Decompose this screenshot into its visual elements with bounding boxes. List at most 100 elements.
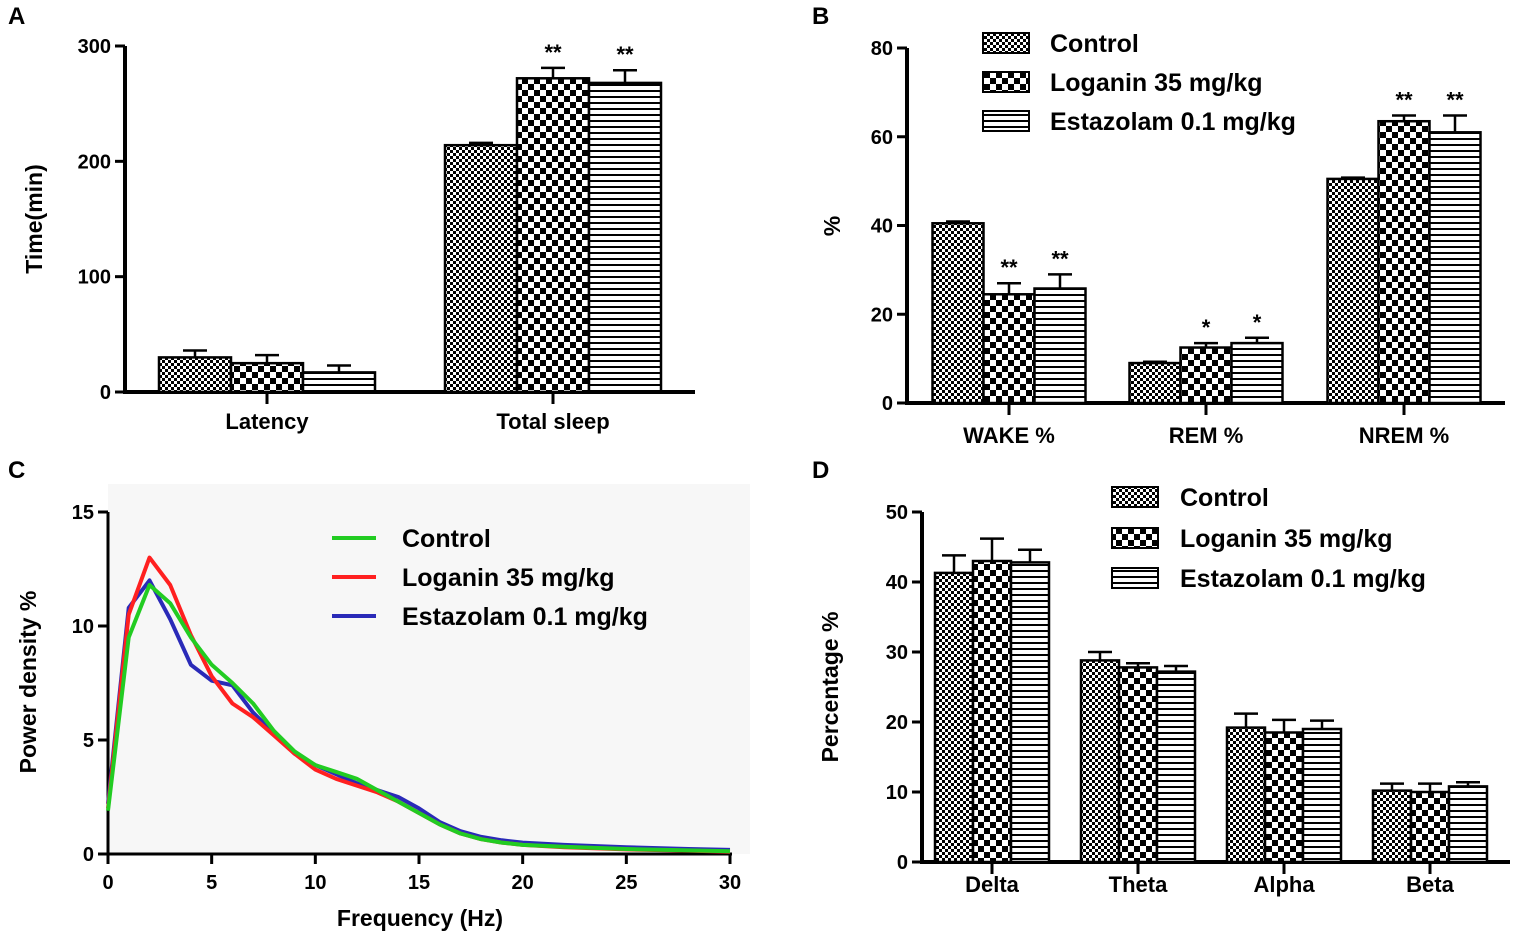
chart-c-xtick-label: 5: [206, 872, 217, 894]
chart-a-bar-control-total-sleep: [443, 143, 519, 394]
chart-a-bar-estazolam-0-1-mg-kg-latency: [301, 371, 377, 394]
chart-b-significance-marker: **: [1446, 87, 1464, 112]
chart-b-legend-label-estazolam: Estazolam 0.1 mg/kg: [1050, 108, 1296, 136]
chart-d-category-label: Theta: [1109, 872, 1168, 897]
chart-d-bar-loganin-35-mg-kg-delta: [971, 559, 1013, 864]
chart-b-bar-control-nrem: [1326, 177, 1380, 405]
chart-c-legend-label-estazolam: Estazolam 0.1 mg/kg: [402, 603, 648, 631]
chart-b-bar-estazolam-0-1-mg-kg-nrem: [1428, 131, 1482, 405]
chart-d-bar-loganin-35-mg-kg-alpha: [1263, 731, 1305, 864]
chart-a-category-label: Latency: [225, 409, 309, 434]
chart-c-xlabel: Frequency (Hz): [337, 905, 503, 931]
chart-c-xtick-label: 15: [408, 872, 430, 894]
chart-d-category-label: Delta: [965, 872, 1020, 897]
chart-d-bar-control-alpha: [1225, 726, 1267, 864]
chart-a-ytick-label: 300: [78, 36, 111, 58]
chart-a-significance-marker: **: [544, 40, 562, 65]
chart-c-ytick-label: 10: [72, 616, 94, 638]
chart-b-legend-swatch-control: [982, 32, 1030, 54]
chart-b-significance-marker: **: [1395, 87, 1413, 112]
chart-b-bar-control-rem: [1128, 361, 1182, 405]
chart-b-significance-marker: **: [1000, 255, 1018, 280]
chart-b-ytick-label: 80: [871, 38, 893, 60]
chart-b-significance-marker: *: [1202, 315, 1211, 340]
chart-b-legend-label-control: Control: [1050, 30, 1139, 58]
chart-d-bar-estazolam-0-1-mg-kg-theta: [1155, 670, 1197, 864]
chart-c-xtick-label: 20: [512, 872, 534, 894]
chart-d-ytick-label: 30: [886, 642, 908, 664]
chart-d-legend-label-estazolam: Estazolam 0.1 mg/kg: [1180, 565, 1426, 593]
chart-b-bar-estazolam-0-1-mg-kg-rem: [1230, 341, 1284, 405]
chart-c-legend-label-control: Control: [402, 525, 491, 553]
chart-d-bar-control-beta: [1371, 789, 1413, 864]
chart-b-ytick-label: 0: [882, 393, 893, 415]
chart-a-ylabel: Time(min): [21, 164, 47, 273]
chart-d-ytick-label: 50: [886, 502, 908, 524]
chart-a-bar-loganin-35-mg-kg-total-sleep: [515, 77, 591, 394]
panel-label-d: D: [812, 457, 829, 484]
chart-d-bar-estazolam-0-1-mg-kg-alpha: [1301, 727, 1343, 864]
chart-d-legend-swatch-control: [1111, 486, 1159, 508]
chart-c-legend-label-loganin: Loganin 35 mg/kg: [402, 564, 615, 592]
chart-a-category-label: Total sleep: [496, 409, 609, 434]
chart-b-significance-marker: *: [1253, 310, 1262, 335]
chart-c-ytick-label: 15: [72, 502, 94, 524]
chart-c-legend: Control Loganin 35 mg/kg Estazolam 0.1 m…: [332, 525, 648, 631]
chart-d-bar-control-delta: [933, 571, 975, 864]
chart-a-ytick-label: 200: [78, 151, 111, 173]
chart-d-legend-swatch-loganin: [1111, 527, 1159, 549]
chart-b-bar-loganin-35-mg-kg-wake: [982, 293, 1036, 405]
chart-d-ytick-label: 40: [886, 572, 908, 594]
chart-b-bar-loganin-35-mg-kg-nrem: [1377, 119, 1431, 405]
chart-b-bar-estazolam-0-1-mg-kg-wake: [1033, 287, 1087, 405]
chart-c-line-estazolam-0-1-mg-kg: [106, 578, 731, 852]
chart-d-ytick-label: 10: [886, 782, 908, 804]
chart-b-category-label: NREM %: [1359, 423, 1449, 448]
chart-b-legend-label-loganin: Loganin 35 mg/kg: [1050, 69, 1263, 97]
chart-a-ytick-label: 0: [100, 382, 111, 404]
chart-d-category-label: Beta: [1406, 872, 1454, 897]
panel-label-c: C: [8, 457, 25, 484]
chart-b-category-label: WAKE %: [963, 423, 1055, 448]
chart-c-ylabel: Power density %: [15, 591, 41, 774]
chart-d-ylabel: Percentage %: [817, 612, 843, 763]
chart-d-legend: Control Loganin 35 mg/kg Estazolam 0.1 m…: [1111, 484, 1426, 593]
chart-c-ytick-label: 5: [83, 730, 94, 752]
chart-d: Percentage % 0 10 20 30 40 50 Delta Theta Alpha…: [817, 484, 1510, 897]
chart-b-significance-marker: **: [1051, 246, 1069, 271]
chart-d-legend-label-control: Control: [1180, 484, 1269, 512]
chart-d-legend-swatch-estazolam: [1111, 567, 1159, 589]
chart-a-ytick-label: 100: [78, 267, 111, 289]
chart-c-xtick-label: 30: [719, 872, 741, 894]
chart-b-bar-loganin-35-mg-kg-rem: [1179, 346, 1233, 405]
panel-label-a: A: [8, 3, 25, 30]
chart-d-bar-estazolam-0-1-mg-kg-delta: [1009, 561, 1051, 864]
chart-b-ylabel: %: [819, 216, 845, 236]
chart-b-legend: Control Loganin 35 mg/kg Estazolam 0.1 m…: [982, 30, 1296, 136]
chart-b-legend-swatch-estazolam: [982, 110, 1030, 132]
chart-d-category-label: Alpha: [1253, 872, 1315, 897]
panel-label-b: B: [812, 3, 829, 30]
chart-a-bar-estazolam-0-1-mg-kg-total-sleep: [587, 81, 663, 394]
chart-a-bar-loganin-35-mg-kg-latency: [229, 361, 305, 394]
chart-c-xtick-label: 10: [304, 872, 326, 894]
chart-d-ytick-label: 0: [897, 852, 908, 874]
chart-b-legend-swatch-loganin: [982, 71, 1030, 93]
chart-b-ytick-label: 60: [871, 127, 893, 149]
chart-d-bar-loganin-35-mg-kg-theta: [1117, 666, 1159, 864]
chart-c: Power density % Frequency (Hz) 0 5 10 15 0 5…: [15, 484, 750, 931]
chart-a-bar-control-latency: [157, 356, 233, 394]
chart-c-xtick-label: 25: [615, 872, 637, 894]
chart-c-ytick-label: 0: [83, 844, 94, 866]
chart-b-ytick-label: 40: [871, 216, 893, 238]
chart-d-bar-estazolam-0-1-mg-kg-beta: [1447, 785, 1489, 864]
chart-c-line-control: [106, 583, 731, 854]
chart-d-ytick-label: 20: [886, 712, 908, 734]
chart-d-bar-control-theta: [1079, 659, 1121, 864]
chart-c-xtick-label: 0: [102, 872, 113, 894]
chart-d-bar-loganin-35-mg-kg-beta: [1409, 790, 1451, 864]
chart-b-ytick-label: 20: [871, 304, 893, 326]
